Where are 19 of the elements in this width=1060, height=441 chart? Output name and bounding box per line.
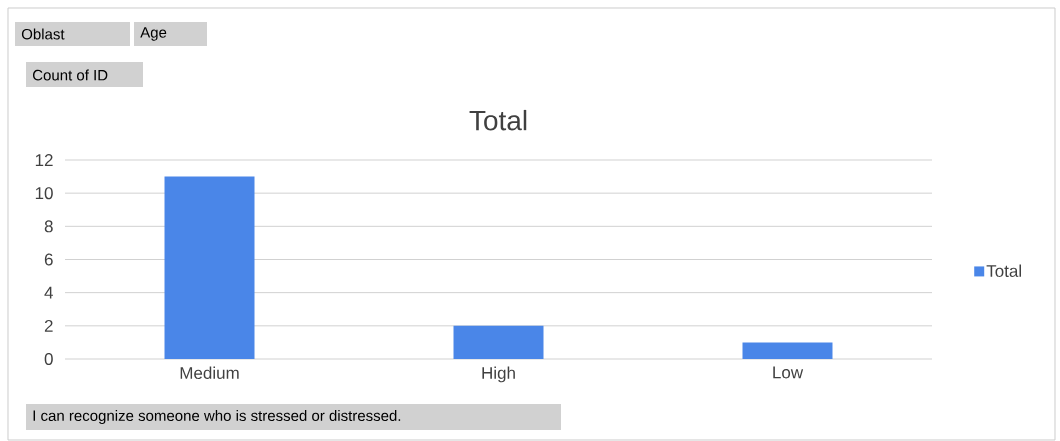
- text: Age: [140, 27, 167, 41]
- text: I can recognize someone who is stressed or distressed.: [33, 409, 401, 424]
- legend-label: Total: [986, 264, 1021, 278]
- y-tick-label: 8: [44, 220, 53, 233]
- y-tick-label: 6: [44, 253, 53, 266]
- y-tick-label: 2: [44, 319, 53, 332]
- x-tick-label: Medium: [180, 366, 239, 380]
- y-tick-label: 0: [44, 352, 53, 366]
- text: Count of ID: [32, 69, 108, 81]
- bar: [164, 176, 255, 359]
- x-tick-label: Low: [773, 366, 804, 379]
- text: Oblast: [21, 28, 65, 40]
- bar: [453, 325, 544, 359]
- bar: [742, 342, 833, 359]
- chart-title: Total: [469, 109, 527, 131]
- y-tick-label: 10: [35, 187, 53, 200]
- x-tick-label: High: [482, 366, 515, 383]
- y-tick-label: 4: [44, 286, 53, 299]
- y-tick-label: 12: [35, 154, 53, 166]
